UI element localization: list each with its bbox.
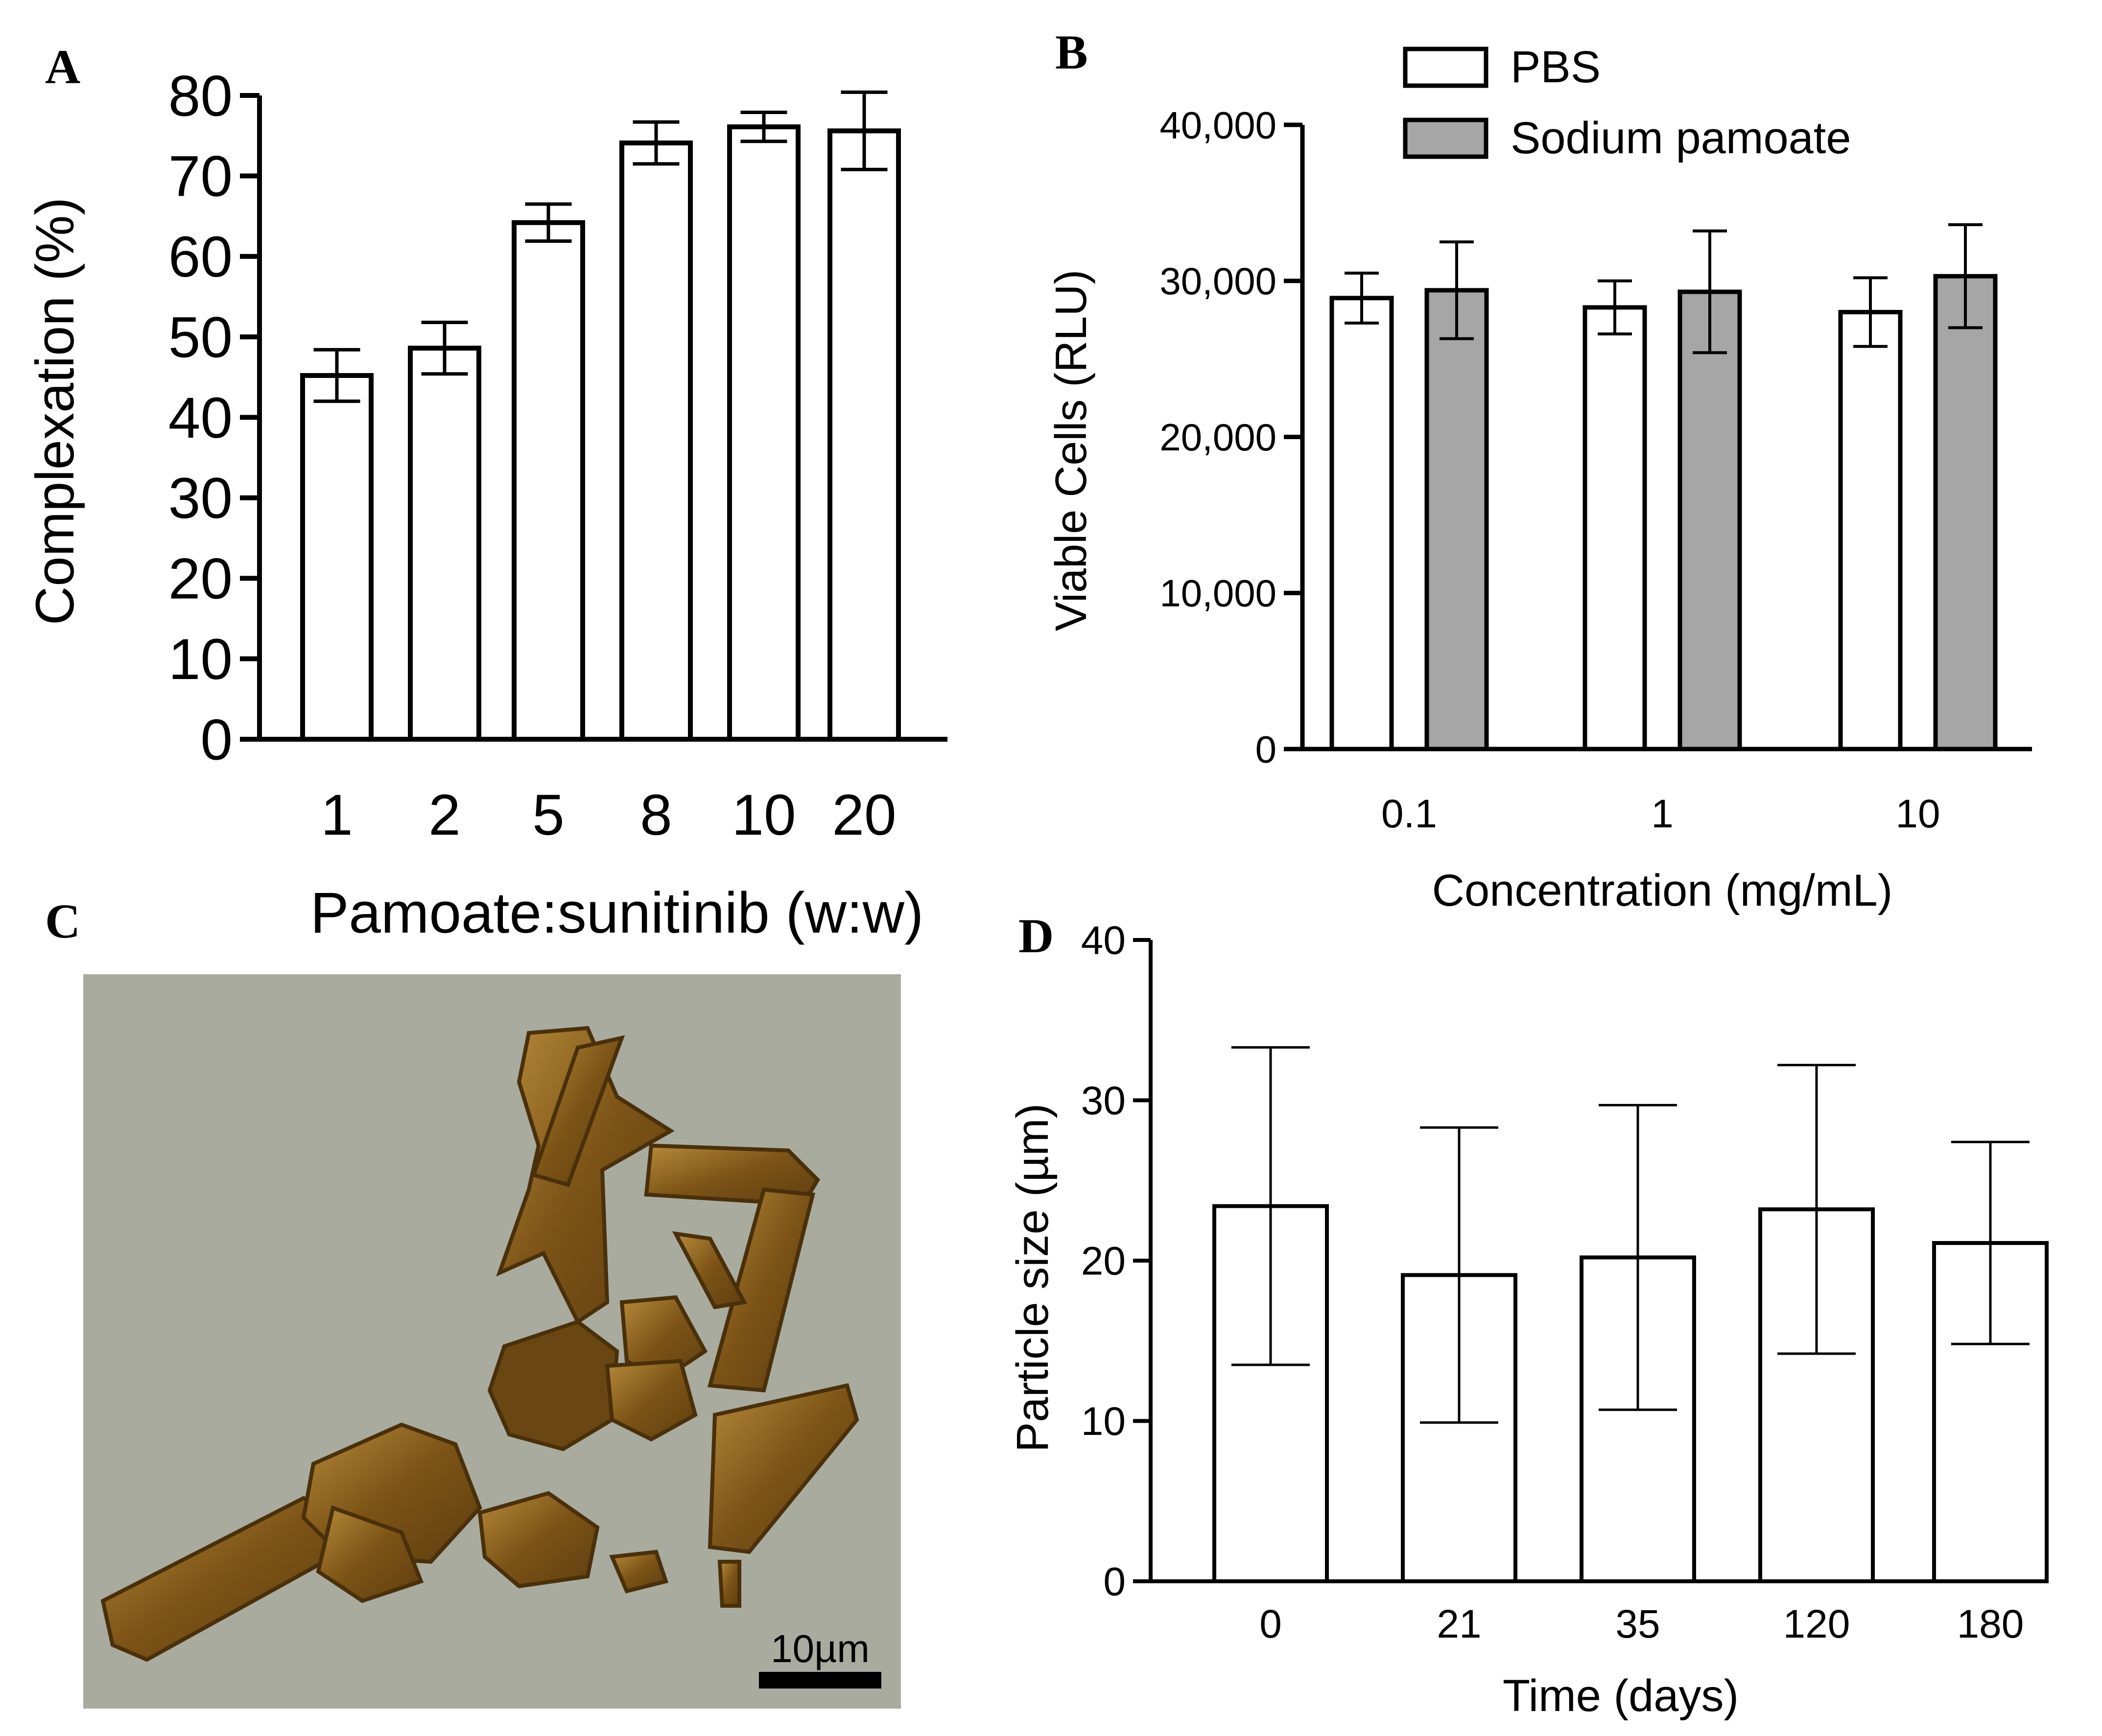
panel-b-bar-sodium-pamoate	[1677, 289, 1742, 751]
panel-d-y-axis-label: Particle size (µm)	[1008, 1103, 1058, 1452]
panel-a-x-tick-label: 20	[832, 783, 896, 847]
panel-b-y-tick-label: 0	[1255, 727, 1276, 771]
panel-a-y-axis-label: Complexation (%)	[25, 197, 85, 625]
crystal-12	[316, 1505, 424, 1603]
panel-d-error-bars	[1231, 1046, 2030, 1424]
panel-b-legend: PBS Sodium pamoate	[1403, 42, 1851, 163]
panel-a-y-tick-label: 60	[168, 225, 233, 289]
panel-label-c: C	[45, 894, 80, 948]
panel-d-y-tick-label: 20	[1081, 1239, 1126, 1284]
panel-a-bar	[827, 128, 901, 742]
panel-a-x-axis-label: Pamoate:sunitinib (w:w)	[310, 881, 924, 945]
panel-d-x-tick-label: 21	[1437, 1602, 1481, 1646]
micrograph-image: 10µm	[83, 974, 901, 1709]
panel-a-chart: 0 10 20 30 40 50 60 70 80 1 2 5 8 10 20 Complexation …	[25, 64, 947, 945]
panel-a-y-ticks: 0 10 20 30 40 50 60 70 80	[168, 64, 260, 772]
panel-b-x-ticks: 0.1 1 10	[1381, 792, 1940, 836]
panel-b-bar-pbs	[1329, 296, 1394, 751]
panel-b-y-tick-label: 10,000	[1159, 572, 1276, 615]
panel-a-y-tick-label: 40	[168, 386, 233, 450]
panel-label-a: A	[45, 40, 80, 94]
panel-a-bar	[619, 140, 693, 742]
crystal-14	[609, 1549, 669, 1594]
panel-d-x-tick-label: 0	[1259, 1602, 1282, 1646]
scale-bar	[759, 1672, 881, 1689]
panel-a-x-tick-label: 1	[321, 783, 353, 847]
crystal-15	[717, 1560, 741, 1608]
crystal-5	[672, 1231, 748, 1310]
panel-a-y-tick-label: 10	[168, 627, 233, 692]
panel-b-bars	[1329, 274, 1998, 751]
panel-a-x-tick-label: 5	[532, 783, 565, 847]
panel-a-x-tick-label: 10	[732, 783, 796, 847]
panel-b-axes	[1300, 125, 2032, 751]
panel-b-bar-pbs	[1838, 310, 1903, 751]
panel-b-x-tick-label: 10	[1895, 792, 1940, 836]
panel-b-chart: 0 10,000 20,000 30,000 40,000 0.1 1 10 Viable …	[1047, 42, 2032, 915]
panel-b-x-axis-label: Concentration (mg/mL)	[1432, 866, 1893, 915]
panel-a-y-tick-label: 70	[168, 144, 233, 209]
panel-a-bar	[408, 346, 481, 742]
panel-a-bars	[300, 124, 901, 742]
panel-d-y-tick-label: 30	[1081, 1079, 1126, 1123]
panel-b-y-tick-label: 20,000	[1159, 416, 1276, 459]
panel-b-x-tick-label: 0.1	[1381, 792, 1437, 836]
panel-d-x-tick-label: 120	[1783, 1602, 1850, 1646]
panel-d-x-tick-label: 180	[1957, 1602, 2024, 1646]
panel-b-x-tick-label: 1	[1651, 792, 1674, 836]
panel-d-x-axis-label: Time (days)	[1503, 1671, 1739, 1721]
legend-label-pbs: PBS	[1511, 42, 1601, 92]
legend-swatch-sodium-pamoate	[1403, 117, 1488, 159]
panel-b-error-bars	[1345, 223, 1983, 354]
crystal-2	[531, 1035, 625, 1187]
panel-a-y-tick-label: 0	[200, 707, 233, 772]
panel-d-bars	[1212, 1204, 2049, 1584]
crystal-4	[707, 1187, 816, 1393]
panel-d-chart: 0 10 20 30 40 0 21 35 120 180 Particle size (µm)…	[1008, 918, 2049, 1721]
panel-d-x-ticks: 0 21 35 120 180	[1259, 1602, 2024, 1646]
panel-a-y-tick-label: 80	[168, 64, 233, 128]
panel-label-b: B	[1055, 25, 1088, 79]
panel-b-bar-sodium-pamoate	[1933, 274, 1998, 751]
panel-b-y-axis-label: Viable Cells (RLU)	[1047, 270, 1096, 632]
panel-a-x-tick-label: 8	[640, 783, 672, 847]
scale-bar-label: 10µm	[771, 1627, 870, 1670]
panel-b-y-tick-label: 30,000	[1159, 259, 1276, 303]
crystal-cluster	[100, 1026, 859, 1662]
panel-d-x-tick-label: 35	[1615, 1602, 1660, 1646]
panel-b-bar-pbs	[1582, 305, 1647, 751]
panel-a-y-tick-label: 50	[168, 305, 233, 370]
panel-a-x-ticks: 1 2 5 8 10 20	[321, 783, 896, 847]
crystal-6	[487, 1319, 619, 1452]
panel-a-error-bars	[313, 90, 888, 403]
panel-a-bar	[512, 220, 585, 742]
panel-d-y-tick-label: 10	[1081, 1399, 1126, 1444]
crystal-9	[708, 1383, 859, 1554]
panel-d-y-tick-label: 40	[1081, 918, 1126, 963]
panel-d-y-ticks: 0 10 20 30 40	[1081, 918, 1151, 1604]
panel-b-bar-sodium-pamoate	[1424, 288, 1489, 751]
crystal-8	[605, 1359, 698, 1442]
panel-a-bar	[727, 124, 801, 742]
panel-d-y-tick-label: 0	[1103, 1560, 1126, 1604]
legend-swatch-pbs	[1403, 47, 1488, 88]
panel-a-x-tick-label: 2	[428, 783, 461, 847]
panel-a-y-tick-label: 20	[168, 547, 233, 611]
panel-a-bar	[300, 373, 374, 742]
panel-b-y-tick-label: 40,000	[1159, 103, 1276, 146]
panel-a-y-tick-label: 30	[168, 466, 233, 531]
panel-b-y-ticks: 0 10,000 20,000 30,000 40,000	[1159, 103, 1302, 771]
panel-label-d: D	[1018, 909, 1054, 963]
legend-label-sodium-pamoate: Sodium pamoate	[1511, 113, 1851, 163]
crystal-13	[477, 1491, 600, 1589]
